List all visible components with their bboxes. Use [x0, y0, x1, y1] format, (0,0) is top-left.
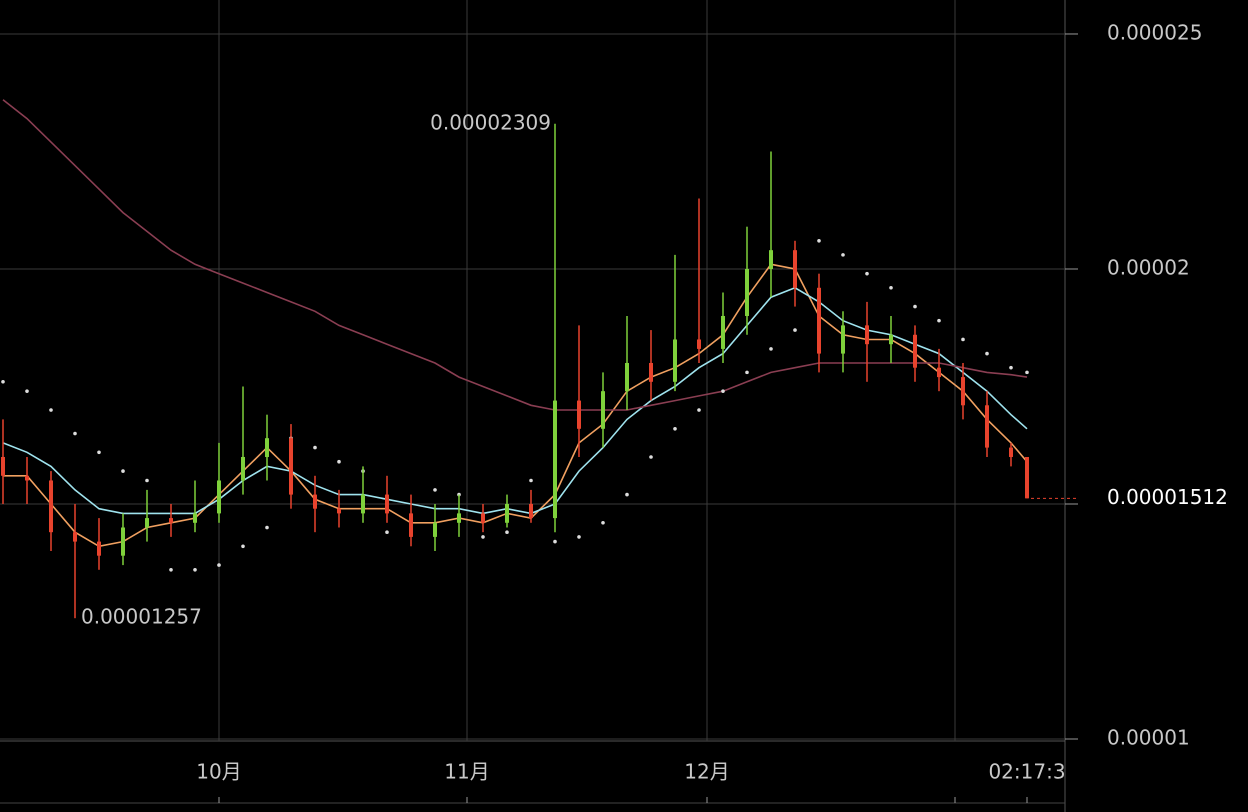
- candle-body: [937, 367, 941, 378]
- x-tick-label: 10月: [196, 760, 241, 784]
- sar-dot: [649, 455, 653, 459]
- sar-dot: [817, 238, 821, 243]
- sar-dot: [937, 318, 941, 323]
- candle-body: [721, 315, 725, 349]
- candle-body: [241, 456, 245, 481]
- sar-dot: [625, 492, 629, 497]
- sar-dot: [169, 567, 173, 572]
- sar-dot: [577, 535, 581, 539]
- sar-dot: [25, 389, 29, 393]
- candle-body: [217, 480, 221, 514]
- sar-dot: [985, 351, 989, 356]
- candle-body: [793, 250, 797, 288]
- candle-body: [841, 325, 845, 354]
- current-price-label: 0.00001512: [1107, 485, 1228, 509]
- candle-body: [49, 480, 53, 533]
- sar-dot: [481, 535, 485, 539]
- candle-body: [193, 513, 197, 523]
- candle-body: [1009, 447, 1013, 457]
- moving-average: [2, 286, 1028, 515]
- sar-dot: [529, 478, 533, 483]
- sar-dot: [121, 469, 125, 473]
- candle-body: [73, 532, 77, 542]
- candle-body: [481, 513, 485, 523]
- candle-body: [289, 438, 293, 495]
- sar-dot: [433, 488, 437, 492]
- sar-dot: [73, 431, 77, 436]
- max-label: 0.00002309: [430, 110, 551, 134]
- sar-dot: [697, 408, 701, 412]
- candle-body: [385, 494, 389, 514]
- sar-dot: [265, 525, 269, 530]
- candle-body: [913, 334, 917, 368]
- sar-dot: [217, 563, 221, 567]
- x-tick-label: 02:17:3: [988, 760, 1065, 784]
- sar-dot: [241, 544, 245, 549]
- y-tick-label: 0.00002: [1107, 255, 1190, 279]
- candle-body: [505, 503, 509, 523]
- x-tick-label: 11月: [444, 760, 489, 784]
- sar-dot: [841, 253, 845, 257]
- sar-dot: [769, 347, 773, 351]
- candle-body: [313, 494, 317, 509]
- candle-body: [97, 541, 101, 556]
- sar-dot: [1009, 365, 1013, 370]
- sar-dot: [313, 445, 317, 450]
- sar-dot: [913, 304, 917, 309]
- sar-dot: [505, 530, 509, 534]
- candle-body: [361, 494, 365, 514]
- sar-dot: [961, 337, 965, 342]
- candle-body: [577, 400, 581, 429]
- candle-body: [649, 362, 653, 382]
- candle-body: [145, 518, 149, 528]
- candle-body: [745, 268, 749, 316]
- candle-body: [457, 513, 461, 523]
- x-tick-label: 12月: [684, 760, 729, 784]
- sar-dot: [145, 478, 149, 483]
- moving-average: [2, 99, 1028, 411]
- sar-dot: [793, 328, 797, 332]
- sar-dot: [385, 530, 389, 534]
- candle-body: [337, 508, 341, 514]
- sar-dot: [865, 271, 869, 276]
- candle-body: [865, 325, 869, 345]
- candle-body: [529, 503, 533, 519]
- sar-dot: [601, 520, 605, 525]
- sar-dot: [49, 408, 53, 412]
- candle-body: [601, 391, 605, 429]
- candle-body: [1025, 456, 1029, 499]
- sar-dot: [745, 370, 749, 375]
- sar-dot: [673, 426, 677, 431]
- candle-body: [769, 250, 773, 269]
- sar-dot: [553, 539, 557, 544]
- sar-dot: [1, 379, 5, 384]
- candle-body: [553, 400, 557, 519]
- min-label: 0.00001257: [81, 605, 202, 629]
- candle-body: [817, 287, 821, 354]
- candle-body: [697, 339, 701, 349]
- y-tick-label: 0.00001: [1107, 725, 1190, 749]
- y-tick-label: 0.000025: [1107, 20, 1202, 44]
- sar-dot: [97, 450, 101, 455]
- sar-dot: [721, 389, 725, 393]
- moving-average: [3, 263, 1028, 548]
- candle-body: [625, 362, 629, 392]
- candle-body: [25, 475, 29, 481]
- candle-body: [265, 438, 269, 457]
- candle-body: [889, 334, 893, 345]
- sar-dot: [889, 285, 893, 290]
- candle-body: [1, 456, 5, 476]
- candle-body: [409, 513, 413, 537]
- sar-dot: [1025, 370, 1029, 375]
- sar-dot: [337, 459, 341, 464]
- sar-dot: [193, 567, 197, 572]
- candle-body: [985, 405, 989, 448]
- candle-body: [121, 527, 125, 556]
- candle-body: [169, 518, 173, 523]
- candle-body: [433, 522, 437, 537]
- candle-body: [673, 339, 677, 382]
- candle-body: [961, 377, 965, 406]
